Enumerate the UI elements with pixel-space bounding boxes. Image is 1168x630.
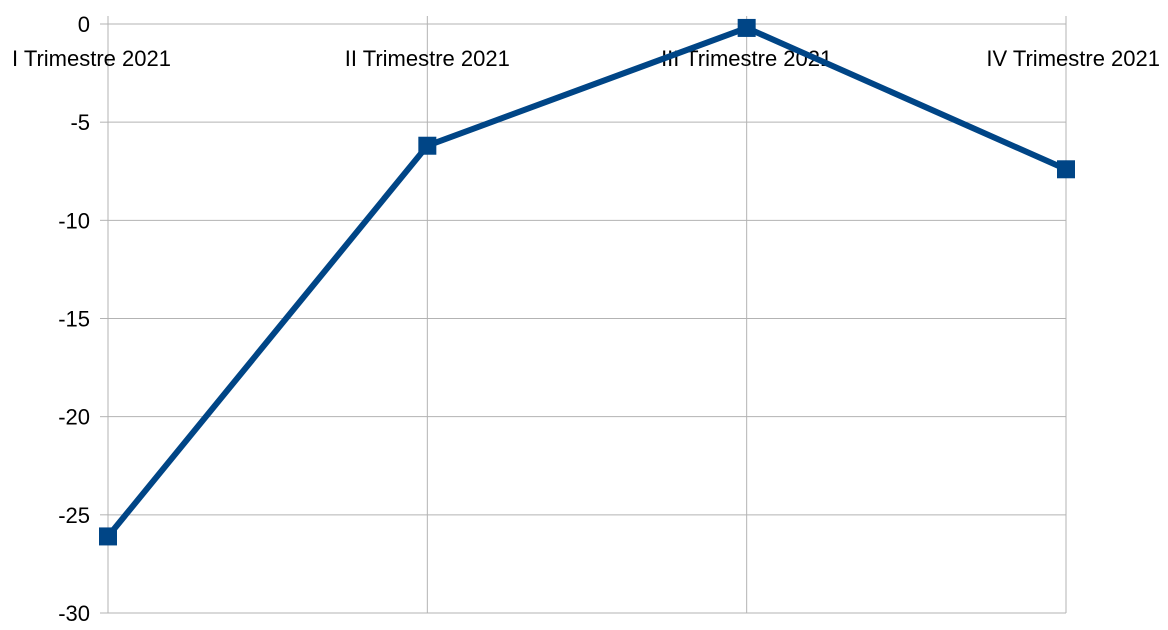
y-tick-label: -10 xyxy=(58,208,90,233)
y-tick-label: -20 xyxy=(58,405,90,430)
y-tick-label: -5 xyxy=(70,110,90,135)
axes xyxy=(100,16,1067,614)
y-tick-label: 0 xyxy=(78,12,90,37)
x-tick-labels: I Trimestre 2021 II Trimestre 2021 III Tri… xyxy=(12,46,1160,71)
y-tick-label: -15 xyxy=(58,307,90,332)
gridlines xyxy=(108,23,1066,614)
x-tick-label: I Trimestre 2021 xyxy=(12,46,171,71)
y-tick-label: -25 xyxy=(58,503,90,528)
series-line xyxy=(105,24,1068,539)
y-tick-labels: 0 -5 -10 -15 -20 -25 -30 xyxy=(58,12,90,626)
y-tick-label: -30 xyxy=(58,601,90,625)
data-point-marker xyxy=(99,527,117,546)
x-tick-label: IV Trimestre 2021 xyxy=(986,46,1160,71)
data-point-marker xyxy=(418,136,437,155)
data-point-marker xyxy=(737,18,756,37)
series-layer xyxy=(99,18,1075,546)
data-point-marker xyxy=(1057,160,1075,179)
x-tick-label: II Trimestre 2021 xyxy=(345,46,510,71)
